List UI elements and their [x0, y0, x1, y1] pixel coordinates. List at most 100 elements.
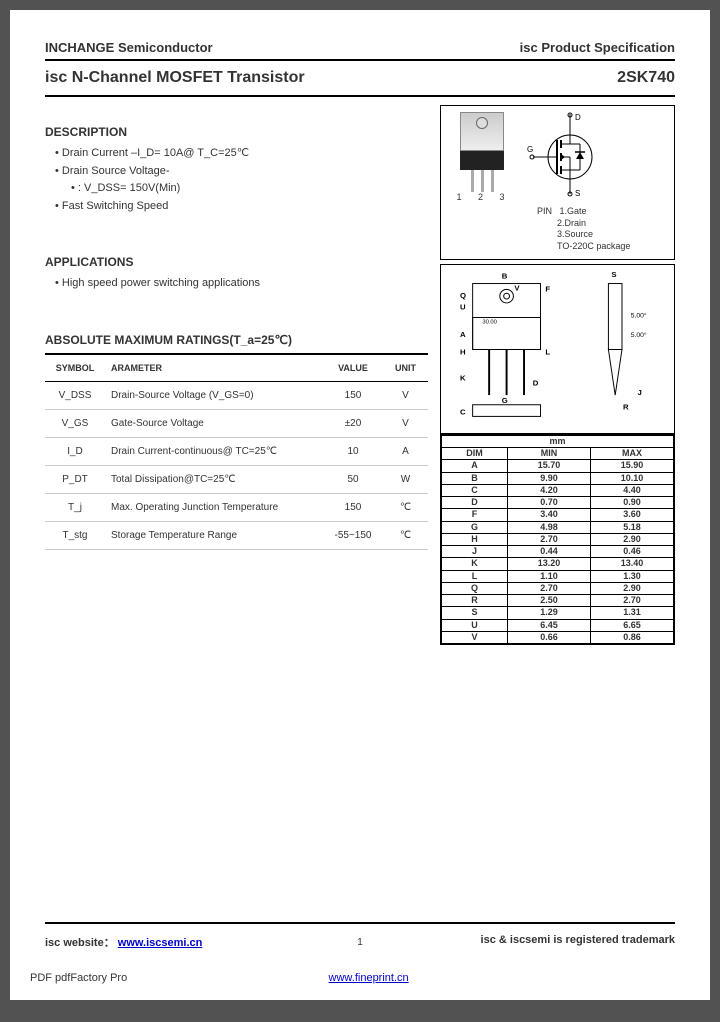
cell-value: 50 [323, 465, 383, 493]
dim-letter: V [442, 631, 508, 643]
table-row: S 1.29 1.31 [442, 607, 674, 619]
dim-max-val: 4.40 [591, 484, 674, 496]
desc-sub: : V_DSS= 150V(Min) [71, 180, 428, 198]
svg-text:L: L [545, 347, 550, 356]
footer-left: isc website： www.iscsemi.cn [45, 934, 202, 950]
svg-text:F: F [545, 284, 550, 293]
package-top: 1 2 3 D [447, 112, 668, 202]
dim-letter: D [442, 497, 508, 509]
dim-min-val: 0.44 [508, 546, 591, 558]
table-header-row: SYMBOL ARAMETER VALUE UNIT [45, 354, 428, 382]
pkg-name: TO-220C package [557, 241, 630, 251]
table-row: I_D Drain Current-continuous@ TC=25℃ 10 … [45, 437, 428, 465]
dim-max-val: 3.60 [591, 509, 674, 521]
cell-param: Drain-Source Voltage (V_GS=0) [105, 381, 323, 409]
svg-text:G: G [527, 145, 533, 154]
col-parameter: ARAMETER [105, 354, 323, 382]
pin-header: PIN [537, 206, 552, 216]
dim-letter: A [442, 460, 508, 472]
website-link[interactable]: www.iscsemi.cn [118, 937, 203, 949]
dim-max-val: 5.18 [591, 521, 674, 533]
dimension-table-wrap: mm DIM MIN MAX A 15.70 15.90B 9.90 10.10… [440, 434, 675, 645]
table-row: T_j Max. Operating Junction Temperature … [45, 493, 428, 521]
dim-min: MIN [508, 448, 591, 460]
svg-text:S: S [575, 189, 580, 197]
dim-max-val: 2.90 [591, 533, 674, 545]
cell-symbol: I_D [45, 437, 105, 465]
svg-text:U: U [460, 302, 466, 311]
app-item: High speed power switching applications [55, 275, 428, 293]
svg-text:Q: Q [460, 291, 466, 300]
dim-min-val: 4.98 [508, 521, 591, 533]
cell-value: 150 [323, 381, 383, 409]
dim-header-row: DIM MIN MAX [442, 448, 674, 460]
table-row: R 2.50 2.70 [442, 595, 674, 607]
table-row: Q 2.70 2.90 [442, 582, 674, 594]
table-row: V_GS Gate-Source Voltage ±20 V [45, 409, 428, 437]
cell-param: Storage Temperature Range [105, 521, 323, 549]
description-heading: DESCRIPTION [45, 125, 428, 139]
dim-letter: K [442, 558, 508, 570]
table-row: J 0.44 0.46 [442, 546, 674, 558]
cell-symbol: V_GS [45, 409, 105, 437]
dim-min-val: 15.70 [508, 460, 591, 472]
ratings-heading: ABSOLUTE MAXIMUM RATINGS(T_a=25℃) [45, 333, 428, 347]
cell-value: ±20 [323, 409, 383, 437]
dim-letter: U [442, 619, 508, 631]
dim-col: DIM [442, 448, 508, 460]
mosfet-schematic: D [525, 112, 615, 202]
dim-max-val: 0.46 [591, 546, 674, 558]
dim-max-val: 0.86 [591, 631, 674, 643]
cell-param: Drain Current-continuous@ TC=25℃ [105, 437, 323, 465]
company-name: INCHANGE Semiconductor [45, 40, 213, 55]
dim-svg: B V F Q U A H K L D G C 30.00 S 5.00° [445, 269, 670, 429]
cell-value: 10 [323, 437, 383, 465]
package-diagram-box: 1 2 3 D [440, 105, 675, 260]
pin-3: 3.Source [557, 229, 593, 239]
to220-tab [460, 112, 504, 151]
main-content: DESCRIPTION Drain Current –I_D= 10A@ T_C… [45, 105, 675, 645]
cell-unit: W [383, 465, 428, 493]
svg-text:B: B [502, 271, 508, 280]
dim-max-val: 6.65 [591, 619, 674, 631]
product-title: isc N-Channel MOSFET Transistor [45, 69, 305, 87]
col-symbol: SYMBOL [45, 354, 105, 382]
svg-text:J: J [638, 388, 642, 397]
to220-mold [460, 150, 504, 170]
dim-max-val: 2.90 [591, 582, 674, 594]
dim-max-val: 10.10 [591, 472, 674, 484]
cell-symbol: V_DSS [45, 381, 105, 409]
dim-min-val: 2.50 [508, 595, 591, 607]
svg-text:H: H [460, 347, 466, 356]
dim-letter: S [442, 607, 508, 619]
table-row: L 1.10 1.30 [442, 570, 674, 582]
to220-image: 1 2 3 [447, 112, 517, 202]
cell-symbol: T_stg [45, 521, 105, 549]
svg-text:C: C [460, 407, 466, 416]
table-row: P_DT Total Dissipation@TC=25℃ 50 W [45, 465, 428, 493]
table-row: D 0.70 0.90 [442, 497, 674, 509]
svg-text:5.00°: 5.00° [631, 331, 647, 339]
svg-text:R: R [623, 402, 629, 411]
desc-item: Drain Source Voltage- [55, 163, 428, 181]
svg-text:V: V [514, 283, 520, 292]
dim-min-val: 3.40 [508, 509, 591, 521]
cell-unit: V [383, 381, 428, 409]
cell-unit: A [383, 437, 428, 465]
part-number: 2SK740 [617, 69, 675, 87]
cell-value: -55~150 [323, 521, 383, 549]
cell-unit: ℃ [383, 493, 428, 521]
dim-max-val: 13.40 [591, 558, 674, 570]
dim-min-val: 1.29 [508, 607, 591, 619]
spec-label: isc Product Specification [520, 40, 675, 55]
table-row: H 2.70 2.90 [442, 533, 674, 545]
table-row: B 9.90 10.10 [442, 472, 674, 484]
dim-letter: F [442, 509, 508, 521]
table-row: K 13.20 13.40 [442, 558, 674, 570]
cell-unit: V [383, 409, 428, 437]
footer: isc website： www.iscsemi.cn isc & iscsem… [45, 922, 675, 950]
table-row: C 4.20 4.40 [442, 484, 674, 496]
table-row: T_stg Storage Temperature Range -55~150 … [45, 521, 428, 549]
dim-letter: L [442, 570, 508, 582]
fineprint-link[interactable]: www.fineprint.cn [329, 972, 409, 984]
